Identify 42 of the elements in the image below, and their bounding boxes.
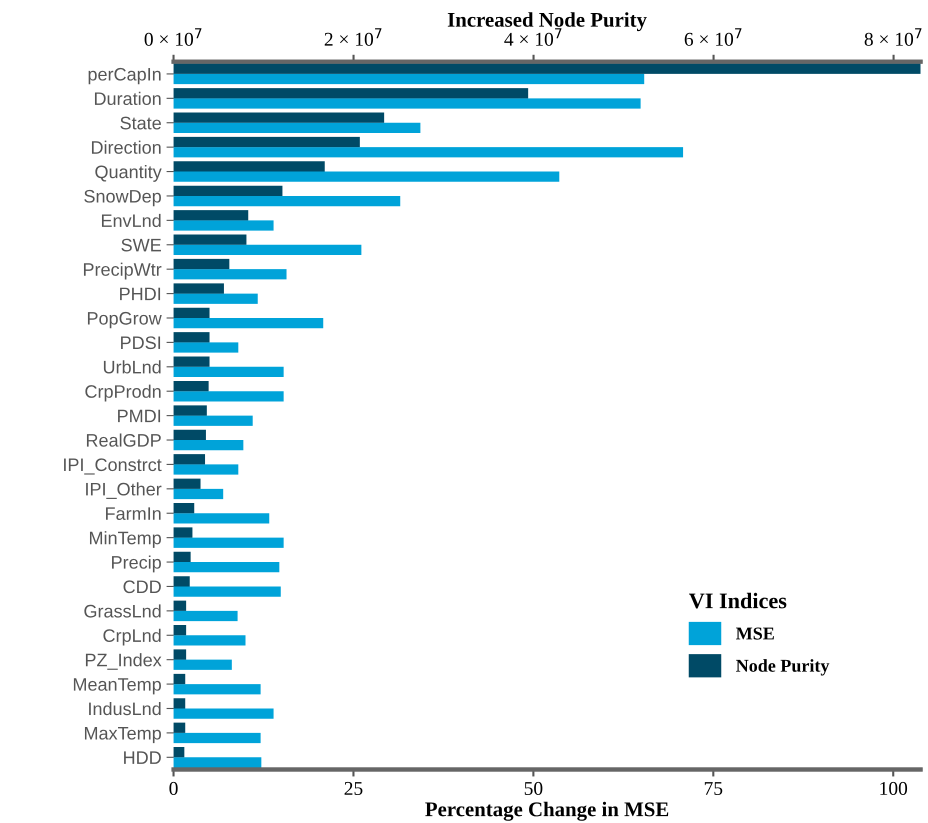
x-tick-label: 100 (880, 782, 908, 795)
y-tick-label: IPI_Other (86, 482, 162, 499)
x-tick-label: 25 (344, 782, 362, 795)
y-tick-label: SWE (121, 238, 161, 252)
x-tick-label: 0 (169, 782, 178, 795)
y-tick-label: perCapIn (88, 68, 161, 84)
y-tick-label: HDD (124, 751, 161, 764)
y-tick-label: FarmIn (106, 507, 161, 520)
y-tick-label: IndusLnd (89, 702, 161, 716)
legend-label: MSE (736, 627, 774, 640)
y-tick-label: PZ_Index (86, 653, 162, 670)
x2-tick-label: 2 × 10$^{7}$ (324, 28, 382, 46)
y-tick-label: PDSI (121, 336, 160, 350)
legend-title: VI Indices (688, 592, 786, 608)
y-tick-label: State (120, 116, 161, 130)
y-tick-label: GrassLnd (84, 604, 161, 618)
y-tick-label: CDD (124, 580, 161, 594)
legend-label: Node Purity (736, 659, 830, 676)
y-tick-label: RealGDP (86, 433, 161, 447)
y-tick-label: PHDI (120, 288, 160, 300)
y-tick-label: EnvLnd (102, 214, 161, 228)
y-tick-label: Duration (94, 92, 161, 106)
x2-tick-label: 8 × 10$^{7}$ (864, 28, 922, 46)
y-tick-label: MinTemp (90, 531, 161, 548)
y-tick-label: CrpProdn (85, 384, 161, 402)
x-tick-label: 50 (524, 782, 542, 795)
y-tick-label: Direction (92, 140, 161, 154)
y-tick-label: UrbLnd (104, 360, 161, 374)
y-tick-label: SnowDep (84, 190, 161, 206)
y-tick-label: Precip (112, 556, 161, 572)
y-tick-label: IPI_Constrct (64, 458, 162, 475)
y-tick-label: MaxTemp (84, 727, 161, 744)
y-tick-label: MeanTemp (74, 678, 161, 694)
x2-tick-label: 6 × 10$^{7}$ (684, 28, 742, 46)
y-tick-label: PrecipWtr (84, 262, 162, 280)
x-axis-title: Percentage Change in MSE (425, 802, 668, 821)
x2-tick-label: 0 × 10$^{7}$ (144, 28, 202, 46)
y-tick-label: PopGrow (88, 312, 162, 328)
y-tick-label: CrpLnd (103, 628, 161, 646)
y-tick-label: PMDI (118, 410, 160, 422)
x-tick-label: 75 (704, 782, 722, 795)
y-tick-label: Quantity (95, 165, 162, 182)
